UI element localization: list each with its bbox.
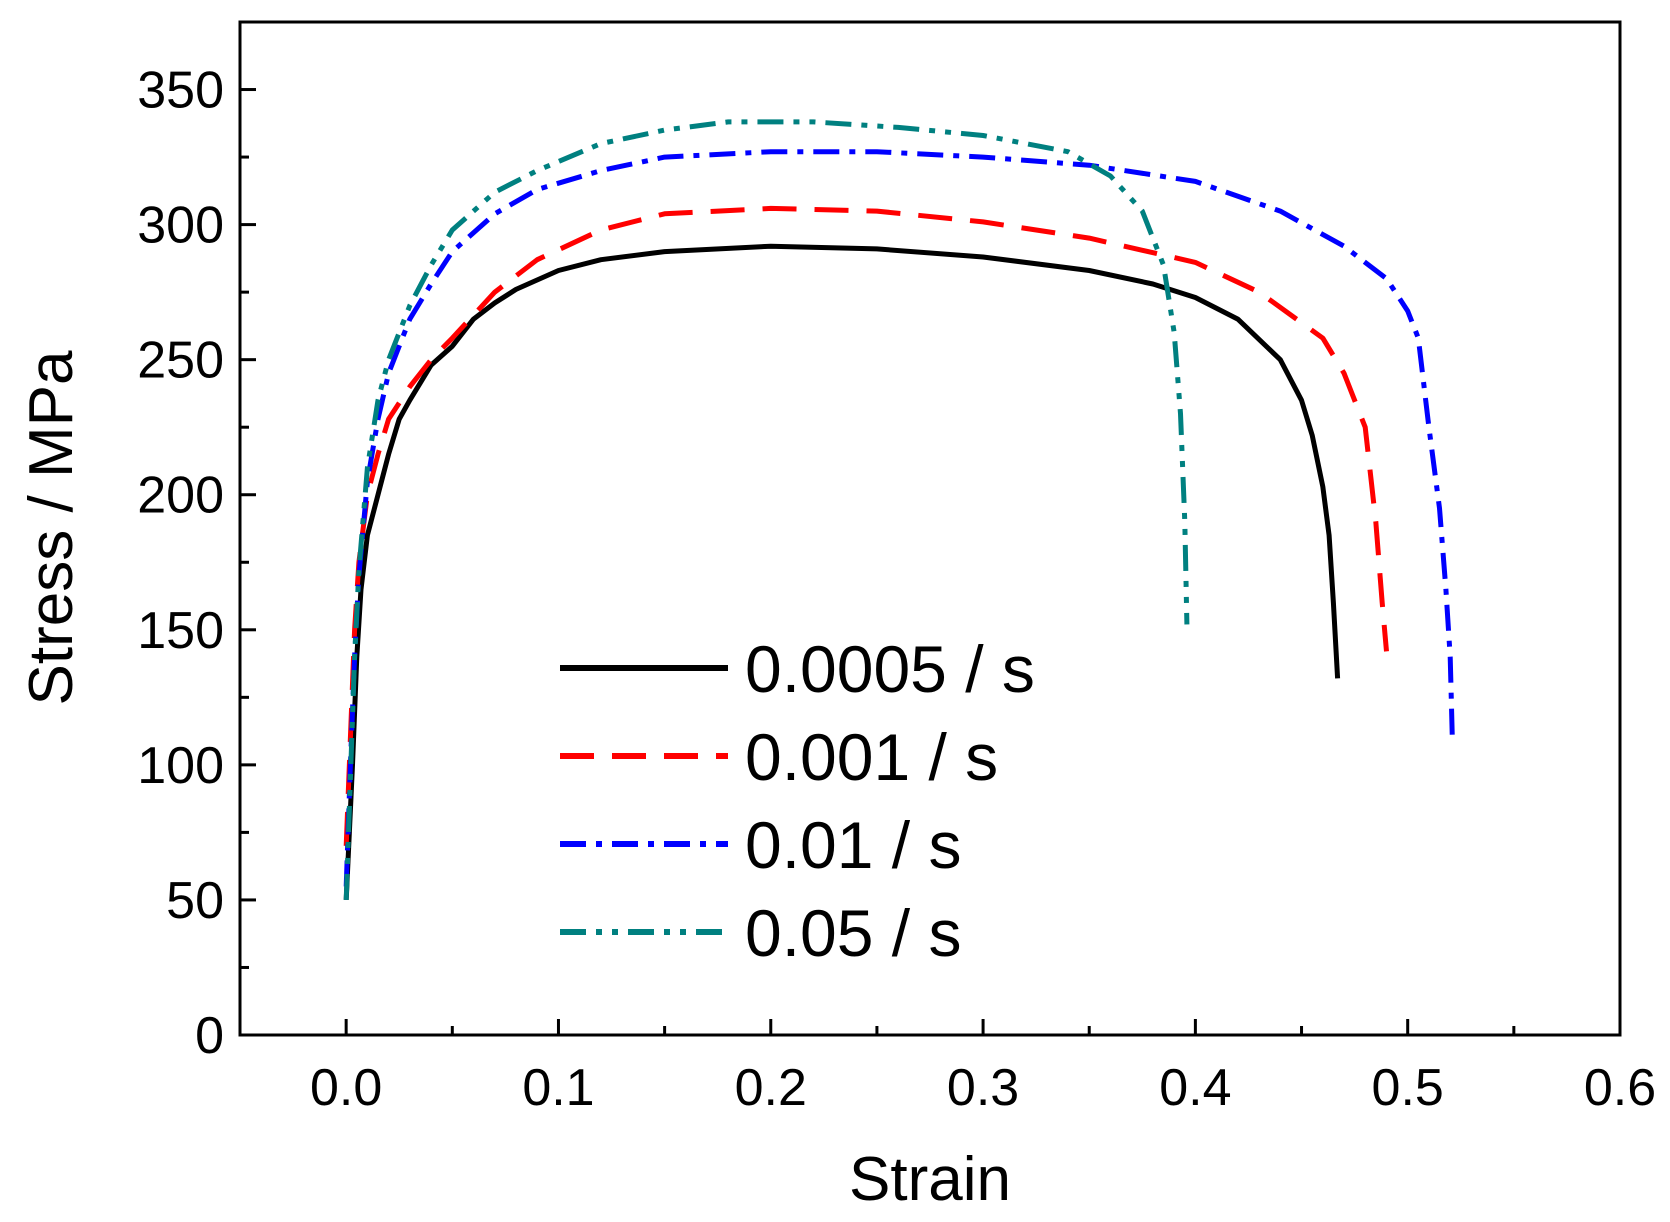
series-layer [343, 119, 1455, 901]
legend-label-0: 0.0005 / s [745, 632, 1035, 706]
x-axis-title: Strain [849, 1145, 1011, 1214]
series-line-2 [343, 149, 1455, 887]
y-tick-label: 250 [137, 332, 224, 390]
x-tick-label: 0.2 [735, 1059, 807, 1117]
x-tick-label: 0.4 [1159, 1059, 1231, 1117]
legend: 0.0005 / s 0.001 / s 0.01 / s 0.05 / s [560, 632, 1035, 970]
series-line-1 [343, 205, 1389, 846]
x-tick-label: 0.5 [1372, 1059, 1444, 1117]
y-axis-ticks: 0 50 100 150 200 250 300 350 [137, 62, 256, 1065]
y-tick-label: 150 [137, 602, 224, 660]
legend-label-2: 0.01 / s [745, 808, 961, 882]
x-tick-label: 0.3 [947, 1059, 1019, 1117]
y-tick-label: 50 [166, 872, 224, 930]
y-axis-title: Stress / MPa [17, 350, 86, 705]
y-tick-label: 300 [137, 197, 224, 255]
y-tick-label: 350 [137, 62, 224, 120]
x-axis-ticks: 0.0 0.1 0.2 0.3 0.4 0.5 0.6 [310, 1019, 1656, 1117]
x-tick-label: 0.6 [1584, 1059, 1656, 1117]
y-tick-label: 0 [195, 1007, 224, 1065]
x-tick-label: 0.1 [522, 1059, 594, 1117]
legend-label-1: 0.001 / s [745, 720, 998, 794]
x-tick-label: 0.0 [310, 1059, 382, 1117]
y-tick-label: 200 [137, 467, 224, 525]
series-line-3 [343, 119, 1190, 900]
plot-frame [238, 20, 1622, 1037]
series-line-0 [343, 243, 1341, 901]
legend-label-3: 0.05 / s [745, 896, 961, 970]
y-tick-label: 100 [137, 737, 224, 795]
